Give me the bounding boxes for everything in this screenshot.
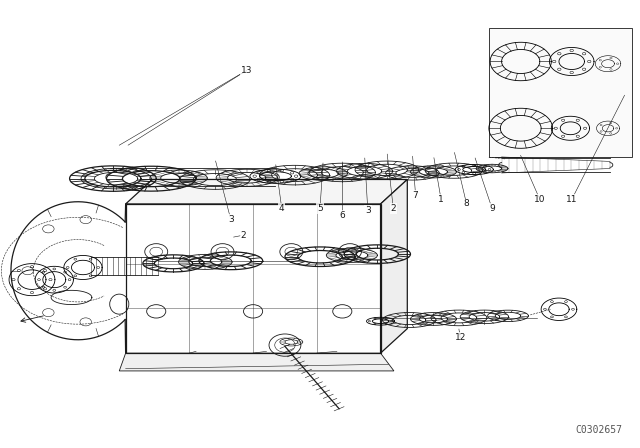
- Text: 5: 5: [317, 204, 323, 213]
- Polygon shape: [381, 180, 407, 353]
- Text: 3: 3: [228, 215, 234, 224]
- Text: 8: 8: [464, 199, 469, 208]
- Polygon shape: [119, 353, 394, 371]
- Text: 6: 6: [339, 211, 345, 220]
- Text: C0302657: C0302657: [576, 426, 623, 435]
- Text: 4: 4: [279, 204, 285, 213]
- Text: 7: 7: [413, 190, 419, 199]
- Text: 13: 13: [241, 66, 252, 75]
- Bar: [489, 28, 632, 157]
- Text: 9: 9: [489, 204, 495, 213]
- Polygon shape: [125, 180, 407, 204]
- Text: 11: 11: [566, 195, 577, 204]
- Text: 1: 1: [438, 195, 444, 204]
- Text: 10: 10: [534, 195, 545, 204]
- Text: 12: 12: [454, 333, 466, 342]
- Text: 3: 3: [365, 206, 371, 215]
- Text: 2: 2: [390, 204, 396, 213]
- Text: 2: 2: [241, 231, 246, 240]
